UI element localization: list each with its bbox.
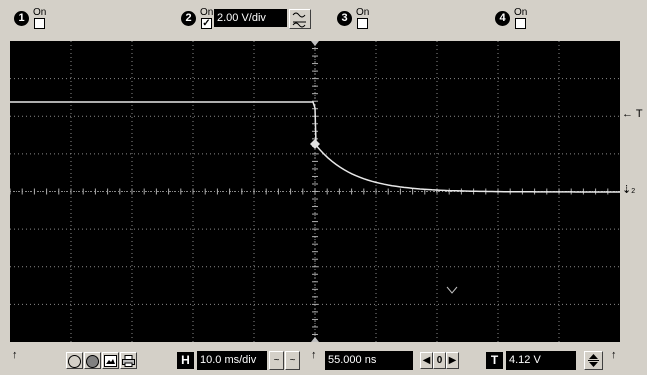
image-button[interactable] [102, 352, 119, 369]
printer-icon [122, 355, 135, 367]
channel-1-badge[interactable]: 1 [14, 11, 29, 26]
trigger-level-marker[interactable]: ← T [622, 108, 643, 120]
channel-2-coupling-button[interactable] [289, 9, 311, 29]
delay-left-button[interactable]: ◀ [420, 352, 433, 369]
channel-2-scale-field[interactable]: 2.00 V/div [214, 9, 287, 27]
time-reference-marker [311, 41, 319, 46]
channel-2-ground-marker[interactable]: ⇣2 [622, 184, 636, 196]
picture-icon [104, 355, 117, 367]
wave-icon: ~ [273, 355, 280, 366]
channel-3-on-label: On [356, 7, 370, 18]
wave-icon: ~ [289, 355, 296, 366]
timebase-mode-button-2[interactable]: ~ [285, 351, 300, 370]
scroll-up-left-icon[interactable]: ↑ [12, 349, 18, 361]
channel-4-on-label: On [514, 7, 528, 18]
circle-mode-button[interactable] [66, 352, 83, 369]
triangle-right-icon: ▶ [448, 355, 457, 366]
oscilloscope-display[interactable] [10, 41, 620, 342]
delay-up-icon[interactable]: ↑ [311, 349, 317, 361]
horizontal-label[interactable]: H [177, 352, 194, 369]
channel-1-checkbox[interactable] [34, 18, 45, 29]
trigger-point-marker [310, 139, 320, 149]
channel-1-on-label: On [33, 7, 47, 18]
trigger-level-field[interactable]: 4.12 V [506, 351, 576, 370]
trigger-label[interactable]: T [486, 352, 503, 369]
circle-outline-icon [68, 355, 81, 368]
timebase-mode-button-1[interactable]: ~ [269, 351, 284, 370]
trigger-level-spinner[interactable] [584, 351, 603, 370]
waveform-plot [10, 41, 620, 342]
delay-right-button[interactable]: ▶ [446, 352, 459, 369]
delay-field[interactable]: 55.000 ns [325, 351, 413, 370]
print-button[interactable] [120, 352, 137, 369]
ground-arrow-icon: ⇣ [622, 184, 632, 196]
circle-filled-icon [86, 355, 99, 368]
timebase-field[interactable]: 10.0 ms/div [197, 351, 267, 370]
channel-2-on-label: On [200, 7, 214, 18]
channel-4-badge[interactable]: 4 [495, 11, 510, 26]
channel-3-checkbox[interactable] [357, 18, 368, 29]
delay-zero-button[interactable]: 0 [433, 352, 446, 369]
channel-2-trace [10, 101, 620, 193]
record-mode-button[interactable] [84, 352, 101, 369]
channel-4-checkbox[interactable] [515, 18, 526, 29]
triangle-left-icon: ◀ [422, 355, 431, 366]
scroll-up-right-icon[interactable]: ↑ [611, 349, 617, 361]
cursor-marker [446, 286, 458, 294]
time-reference-marker [311, 337, 319, 342]
channel-3-badge[interactable]: 3 [337, 11, 352, 26]
check-icon: ✓ [202, 18, 211, 29]
channel-2-badge[interactable]: 2 [181, 11, 196, 26]
channel-2-checkbox[interactable]: ✓ [201, 18, 212, 29]
ac-coupling-icon [290, 10, 310, 28]
up-down-arrows-icon [588, 354, 599, 367]
